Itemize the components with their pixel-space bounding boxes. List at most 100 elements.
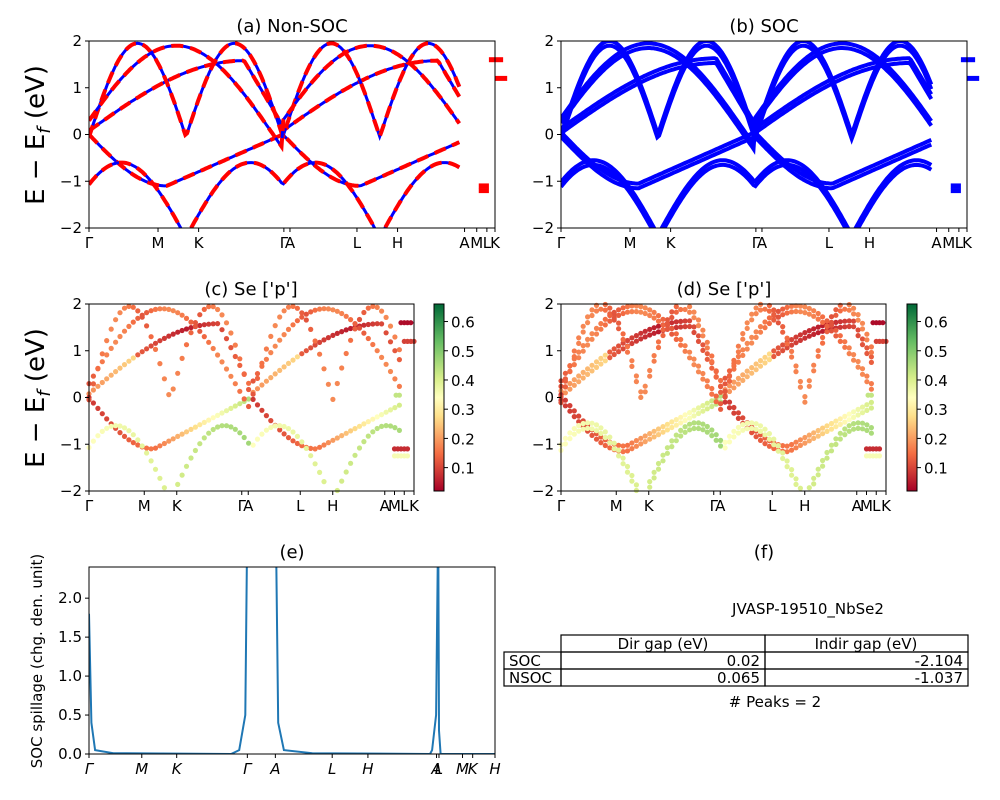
projected-band-point (740, 336, 746, 342)
projected-band-point (259, 431, 265, 437)
projected-band-point (766, 351, 773, 357)
projected-band-point (815, 433, 821, 439)
table-header-indir: Indir gap (eV) (815, 635, 918, 653)
projected-band-point (90, 381, 96, 387)
projected-band-point (726, 388, 733, 395)
projected-band-point (709, 359, 715, 365)
projected-band-point (259, 382, 265, 388)
projected-band-point (616, 349, 622, 355)
y-tick-label: −1 (532, 435, 554, 453)
projected-band-point (607, 312, 613, 319)
projected-band-point (820, 314, 826, 320)
projected-band-point (815, 466, 821, 472)
projected-band-point (655, 318, 662, 324)
projected-band-point (157, 475, 163, 481)
projected-band-point (731, 404, 737, 411)
projected-band-point (254, 375, 261, 381)
y-tick-label: 2 (72, 32, 82, 50)
projected-band-point (387, 339, 394, 345)
projected-band-point (678, 324, 684, 330)
axes-frame (88, 40, 496, 229)
projected-band-point (144, 310, 150, 316)
projected-band-point (722, 445, 728, 451)
projected-band-point (166, 438, 172, 444)
projected-band-point (130, 319, 136, 325)
band-line (89, 133, 461, 188)
projected-band-point (188, 426, 194, 432)
panel-c-colorbar: 0.6 0.5 0.4 0.3 0.2 0.1 (433, 303, 475, 492)
band-line (561, 158, 933, 228)
projected-band-point (757, 358, 764, 364)
panel-e-title: (e) (279, 542, 304, 563)
projected-band-point (303, 317, 309, 323)
projected-band-point (842, 306, 848, 312)
projected-band-point (392, 376, 398, 382)
projected-band-point (624, 463, 631, 470)
projected-band-point (851, 421, 857, 427)
projected-band-point (562, 376, 569, 382)
projected-band-point (589, 307, 595, 313)
projected-band-point (695, 323, 702, 329)
projected-band-point (374, 321, 380, 327)
projected-band-point (308, 309, 314, 315)
projected-band-point (396, 427, 402, 433)
projected-band-point (820, 457, 826, 464)
projected-band-point (766, 320, 773, 327)
projected-band-point (95, 366, 101, 372)
projected-band-point (404, 446, 411, 452)
projected-band-point (308, 445, 314, 451)
projected-band-point (789, 354, 795, 360)
x-tick-label: H (489, 760, 500, 778)
projected-band-point (713, 393, 719, 399)
projected-band-point (655, 466, 662, 472)
projected-band-point (576, 355, 582, 361)
projected-band-point (246, 396, 252, 402)
projected-band-point (771, 317, 777, 323)
projected-band-point (188, 325, 194, 331)
projected-band-point (753, 434, 759, 440)
projected-band-point (784, 458, 790, 464)
projected-band-point (629, 303, 635, 309)
colorbar-tick-label: 0.6 (924, 314, 948, 332)
projected-band-point (387, 407, 394, 413)
y-tick-label: 1.5 (58, 628, 82, 646)
projected-band-point (206, 430, 212, 436)
projected-band-point (343, 430, 349, 436)
projected-band-point (113, 317, 119, 323)
projected-band-point (325, 440, 331, 446)
projected-band-point (700, 421, 706, 427)
colorbar (906, 303, 918, 492)
projected-band-point (726, 373, 733, 379)
y-tick-label: 0.0 (58, 745, 82, 763)
projected-band-point (651, 309, 657, 315)
projected-band-point (352, 426, 358, 432)
projected-band-point (179, 312, 185, 318)
y-tick-label: −2 (532, 219, 554, 237)
projected-band-point (135, 315, 141, 321)
x-tick-label: K (468, 760, 479, 778)
projected-band-point (766, 357, 773, 363)
projected-band-point (299, 314, 305, 320)
projected-band-point (126, 323, 132, 329)
projected-band-point (797, 309, 804, 315)
projected-band-point (651, 353, 657, 359)
projected-band-point (753, 311, 759, 317)
projected-band-point (642, 328, 648, 334)
projected-band-point (210, 304, 216, 310)
projected-band-point (361, 330, 367, 336)
projected-band-point (576, 349, 582, 355)
projected-band-point (824, 428, 830, 434)
projected-band-point (660, 332, 666, 339)
projected-band-point (365, 335, 371, 342)
projected-band-point (571, 408, 577, 414)
projected-band-point (700, 333, 706, 339)
projected-band-point (753, 421, 759, 427)
projected-band-point (789, 342, 795, 348)
projected-band-point (268, 333, 274, 339)
projected-band-point (744, 325, 750, 331)
panel-d-title: (d) Se ['p'] (677, 279, 772, 300)
projected-band-point (744, 426, 750, 432)
projected-band-point (655, 426, 662, 432)
panel-d-colorbar: 0.6 0.5 0.4 0.3 0.2 0.1 (906, 303, 948, 492)
projected-band-point (593, 364, 600, 370)
